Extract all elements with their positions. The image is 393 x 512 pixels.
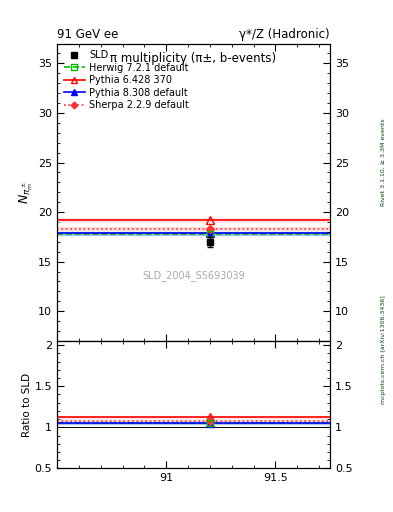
Text: 91 GeV ee: 91 GeV ee	[57, 28, 118, 41]
Text: mcplots.cern.ch [arXiv:1306.3436]: mcplots.cern.ch [arXiv:1306.3436]	[381, 295, 386, 404]
Y-axis label: Ratio to SLD: Ratio to SLD	[22, 373, 32, 437]
Text: γ*/Z (Hadronic): γ*/Z (Hadronic)	[239, 28, 330, 41]
Legend: SLD, Herwig 7.2.1 default, Pythia 6.428 370, Pythia 8.308 default, Sherpa 2.2.9 : SLD, Herwig 7.2.1 default, Pythia 6.428 …	[60, 47, 193, 114]
Text: π multiplicity (π±, b-events): π multiplicity (π±, b-events)	[110, 52, 277, 66]
Text: SLD_2004_S5693039: SLD_2004_S5693039	[142, 270, 245, 281]
Y-axis label: $N_{\pi^\pm_m}$: $N_{\pi^\pm_m}$	[18, 181, 35, 204]
Text: Rivet 3.1.10, ≥ 3.3M events: Rivet 3.1.10, ≥ 3.3M events	[381, 119, 386, 206]
